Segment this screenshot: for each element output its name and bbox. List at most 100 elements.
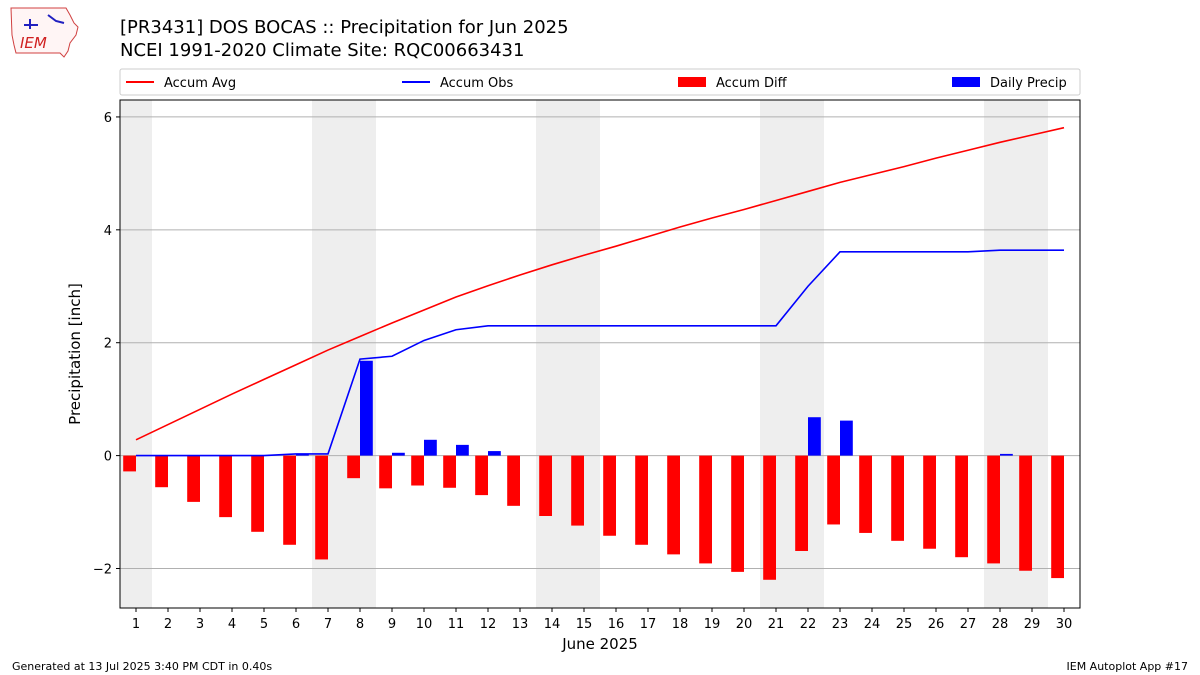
daily-precip-bar: [360, 360, 373, 456]
x-tick-label: 20: [736, 617, 753, 632]
daily-precip-bar: [1000, 453, 1013, 456]
legend-label: Accum Avg: [164, 76, 236, 91]
accum-diff-bar: [635, 455, 648, 545]
legend-swatch-bar: [678, 77, 706, 87]
x-tick-label: 19: [704, 617, 721, 632]
legend-swatch-bar: [952, 77, 980, 87]
iem-logo: IEM: [8, 5, 82, 63]
x-tick-label: 27: [960, 617, 977, 632]
legend-label: Accum Obs: [440, 76, 513, 91]
x-tick-label: 12: [480, 617, 497, 632]
generated-timestamp: Generated at 13 Jul 2025 3:40 PM CDT in …: [12, 660, 273, 673]
x-axis-label: June 2025: [561, 635, 638, 653]
x-tick-label: 18: [672, 617, 689, 632]
accum-diff-bar: [891, 455, 904, 541]
chart-title: [PR3431] DOS BOCAS :: Precipitation for …: [120, 17, 569, 38]
weekend-shade: [120, 100, 152, 608]
accum-diff-bar: [571, 455, 584, 526]
x-tick-label: 6: [292, 617, 300, 632]
accum-diff-bar: [763, 455, 776, 580]
x-tick-label: 29: [1024, 617, 1041, 632]
x-tick-label: 30: [1056, 617, 1073, 632]
y-tick-label: 2: [104, 337, 112, 352]
x-tick-label: 17: [640, 617, 657, 632]
x-tick-label: 2: [164, 617, 172, 632]
accum-diff-bar: [123, 455, 136, 472]
accum-diff-bar: [379, 455, 392, 489]
x-tick-label: 1: [132, 617, 140, 632]
x-tick-label: 4: [228, 617, 236, 632]
legend-frame: [119, 68, 1081, 96]
x-tick-label: 26: [928, 617, 945, 632]
x-tick-label: 10: [416, 617, 433, 632]
y-tick-label: −2: [93, 562, 112, 577]
chart-subtitle: NCEI 1991-2020 Climate Site: RQC00663431: [120, 40, 525, 61]
bars: [123, 360, 1064, 580]
x-tick-label: 22: [800, 617, 817, 632]
legend: Accum Avg Accum Obs Accum Diff Daily Precip: [119, 68, 1081, 96]
accum-diff-bar: [795, 455, 808, 551]
accum-diff-bar: [347, 455, 360, 479]
accum-diff-bar: [443, 455, 456, 488]
daily-precip-bar: [424, 439, 437, 456]
accum-diff-bar: [1051, 455, 1064, 579]
y-axis: −2 0 2 4 6: [93, 111, 120, 577]
app-credit: IEM Autoplot App #17: [1066, 660, 1189, 673]
accum-diff-bar: [987, 455, 1000, 564]
accum-diff-bar: [827, 455, 840, 525]
x-tick-label: 8: [356, 617, 364, 632]
daily-precip-bar: [808, 417, 821, 456]
accum-diff-bar: [411, 455, 424, 486]
accum-obs-line: [136, 249, 1064, 457]
weather-icon: [24, 14, 65, 29]
accum-diff-bar: [283, 455, 296, 545]
accum-diff-bar: [475, 455, 488, 496]
weekend-shade: [536, 100, 600, 608]
logo-text: IEM: [20, 34, 47, 52]
x-tick-label: 28: [992, 617, 1009, 632]
daily-precip-bar: [296, 453, 309, 456]
accum-avg-line: [135, 126, 1065, 441]
x-tick-label: 25: [896, 617, 913, 632]
x-tick-label: 15: [576, 617, 593, 632]
x-tick-label: 16: [608, 617, 625, 632]
x-tick-label: 7: [324, 617, 332, 632]
x-axis: 1 2 3 4 5 6 7 8 9 10 11 12 13 14 15 16 17 18 19 20 21 22 23 24 2…: [132, 608, 1072, 632]
accum-diff-bar: [1019, 455, 1032, 571]
grid-lines: [120, 116, 1080, 569]
accum-diff-bar: [187, 455, 200, 502]
accum-diff-bar: [923, 455, 936, 549]
accum-diff-bar: [859, 455, 872, 533]
y-tick-label: 6: [104, 111, 112, 126]
accum-diff-bar: [667, 455, 680, 555]
accum-diff-bar: [603, 455, 616, 536]
daily-precip-bar: [392, 452, 405, 456]
x-tick-label: 23: [832, 617, 849, 632]
x-tick-label: 21: [768, 617, 785, 632]
daily-precip-bar: [840, 420, 853, 456]
accum-diff-bar: [539, 455, 552, 516]
plot-frame: [119, 99, 1081, 609]
daily-precip-bar: [488, 451, 501, 456]
accum-diff-bar: [699, 455, 712, 564]
x-tick-label: 14: [544, 617, 561, 632]
legend-label: Daily Precip: [990, 76, 1067, 91]
y-axis-label: Precipitation [inch]: [66, 283, 84, 425]
accum-diff-bar: [315, 455, 328, 560]
x-tick-label: 3: [196, 617, 204, 632]
accum-diff-bar: [219, 455, 232, 518]
legend-label: Accum Diff: [716, 76, 788, 91]
accum-diff-bar: [507, 455, 520, 506]
accum-diff-bar: [155, 455, 168, 488]
accum-diff-bar: [955, 455, 968, 558]
daily-precip-bar: [456, 444, 469, 456]
weekend-shading: [120, 100, 1048, 608]
iowa-state-outline: [10, 7, 79, 58]
y-tick-label: 0: [104, 450, 112, 465]
accum-diff-bar: [251, 455, 264, 532]
x-tick-label: 5: [260, 617, 268, 632]
accum-diff-bar: [731, 455, 744, 572]
lines: [135, 126, 1065, 457]
x-tick-label: 11: [448, 617, 465, 632]
